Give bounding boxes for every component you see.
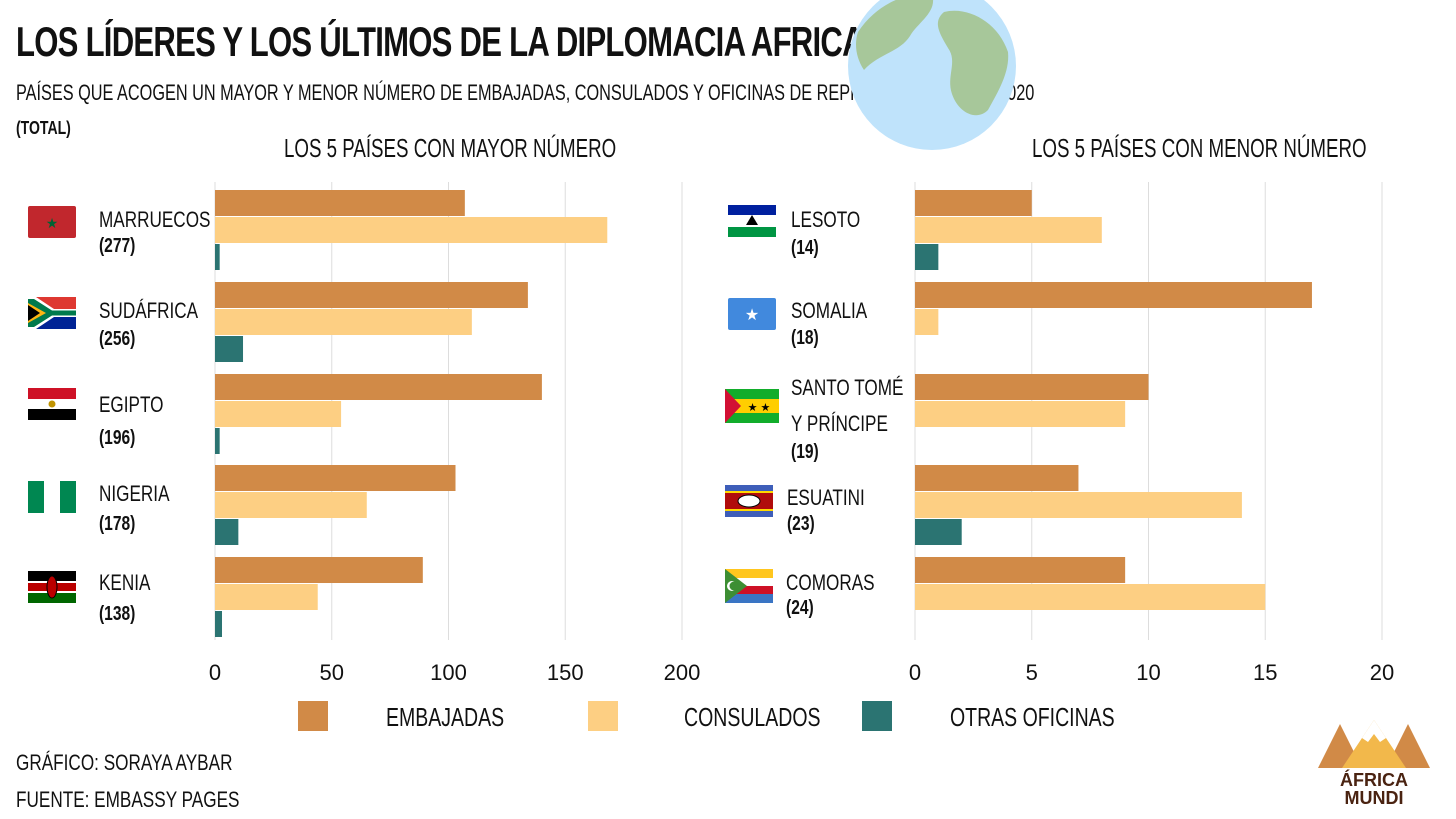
country-total-1-2: (19) (791, 440, 819, 462)
x-tick-label-0-0: 0 (209, 660, 221, 685)
somalia-flag: ★ (728, 298, 776, 330)
svg-text:★ ★: ★ ★ (748, 402, 771, 414)
bar-1-0-2 (915, 244, 939, 270)
panel-title-top: LOS 5 PAÍSES CON MAYOR NÚMERO (284, 133, 617, 163)
legend-label-embajadas: EMBAJADAS (386, 702, 505, 732)
x-tick-label-0-3: 150 (547, 660, 584, 685)
country-label-1-0: LESOTO (791, 208, 860, 233)
eswatini-flag (725, 485, 773, 517)
nigeria-flag (28, 481, 76, 513)
country-total-0-1: (256) (99, 327, 135, 349)
credit-source: FUENTE: EMBASSY PAGES (16, 787, 240, 812)
bar-0-4-1 (215, 584, 318, 610)
bar-0-0-2 (215, 244, 220, 270)
country-total-1-4: (24) (786, 596, 814, 618)
country-label-1-2-b: Y PRÍNCIPE (791, 411, 888, 437)
bar-1-2-0 (915, 374, 1149, 400)
x-tick-label-1-4: 20 (1370, 660, 1394, 685)
bar-0-2-1 (215, 401, 342, 427)
bar-1-0-1 (915, 217, 1102, 243)
country-total-1-0: (14) (791, 236, 819, 258)
bar-1-2-1 (915, 401, 1126, 427)
country-total-0-2: (196) (99, 426, 135, 448)
bar-0-1-1 (215, 309, 472, 335)
bar-1-3-2 (915, 519, 962, 545)
legend-swatch-embajadas (298, 701, 328, 731)
country-label-1-2-a: SANTO TOMÉ (791, 375, 903, 401)
x-tick-label-1-1: 5 (1026, 660, 1038, 685)
panel-title-bottom: LOS 5 PAÍSES CON MENOR NÚMERO (1032, 133, 1367, 163)
logo-line-1: ÁFRICA (1340, 770, 1408, 790)
sao-tome-flag: ★ ★ (725, 389, 779, 423)
bar-1-3-1 (915, 492, 1242, 518)
africa-mundi-logo (1318, 720, 1430, 768)
bar-1-4-1 (915, 584, 1266, 610)
bar-0-1-0 (215, 282, 528, 308)
x-tick-label-0-2: 100 (430, 660, 467, 685)
lesotho-flag (728, 205, 776, 237)
bar-1-0-0 (915, 190, 1032, 216)
legend-label-otras: OTRAS OFICINAS (950, 702, 1115, 732)
country-label-0-4: KENIA (99, 571, 151, 596)
globe-icon (848, 0, 1016, 150)
bar-0-2-0 (215, 374, 542, 400)
country-total-0-3: (178) (99, 512, 135, 534)
credit-author: GRÁFICO: SORAYA AYBAR (16, 750, 233, 775)
bar-1-3-0 (915, 465, 1079, 491)
bar-1-1-1 (915, 309, 939, 335)
bar-0-2-2 (215, 428, 220, 454)
country-label-0-1: SUDÁFRICA (99, 298, 199, 324)
bar-0-0-1 (215, 217, 608, 243)
country-total-1-1: (18) (791, 326, 819, 348)
country-label-0-0: MARRUECOS (99, 208, 210, 233)
unit-note: (TOTAL) (16, 118, 71, 138)
bar-0-3-2 (215, 519, 239, 545)
bar-1-1-0 (915, 282, 1312, 308)
country-label-1-1: SOMALIA (791, 299, 868, 324)
kenya-flag (28, 571, 76, 603)
x-tick-label-1-0: 0 (909, 660, 921, 685)
bar-0-3-0 (215, 465, 456, 491)
country-label-1-3: ESUATINI (787, 486, 865, 511)
bar-0-0-0 (215, 190, 465, 216)
logo-line-2: MUNDI (1344, 788, 1404, 808)
bar-0-1-2 (215, 336, 244, 362)
svg-text:★: ★ (46, 215, 59, 231)
country-label-0-2: EGIPTO (99, 393, 164, 418)
country-total-0-4: (138) (99, 602, 135, 624)
country-label-0-3: NIGERIA (99, 482, 170, 507)
bar-0-4-0 (215, 557, 423, 583)
legend-swatch-consulados (588, 701, 618, 731)
south-africa-flag (28, 297, 76, 329)
egypt-flag (28, 388, 76, 420)
comoros-flag (725, 569, 773, 603)
x-tick-label-1-2: 10 (1136, 660, 1160, 685)
country-total-0-0: (277) (99, 234, 135, 256)
svg-text:★: ★ (745, 307, 759, 324)
legend-swatch-otras (862, 701, 892, 731)
bar-1-4-0 (915, 557, 1126, 583)
morocco-flag: ★ (28, 206, 76, 238)
chart-title: LOS LÍDERES Y LOS ÚLTIMOS DE LA DIPLOMAC… (16, 18, 908, 65)
legend-label-consulados: CONSULADOS (684, 702, 821, 732)
x-tick-label-0-4: 200 (664, 660, 701, 685)
country-total-1-3: (23) (787, 512, 815, 534)
bar-0-4-2 (215, 611, 223, 637)
bar-0-3-1 (215, 492, 367, 518)
x-tick-label-0-1: 50 (320, 660, 344, 685)
country-label-1-4: COMORAS (786, 571, 875, 596)
x-tick-label-1-3: 15 (1253, 660, 1277, 685)
